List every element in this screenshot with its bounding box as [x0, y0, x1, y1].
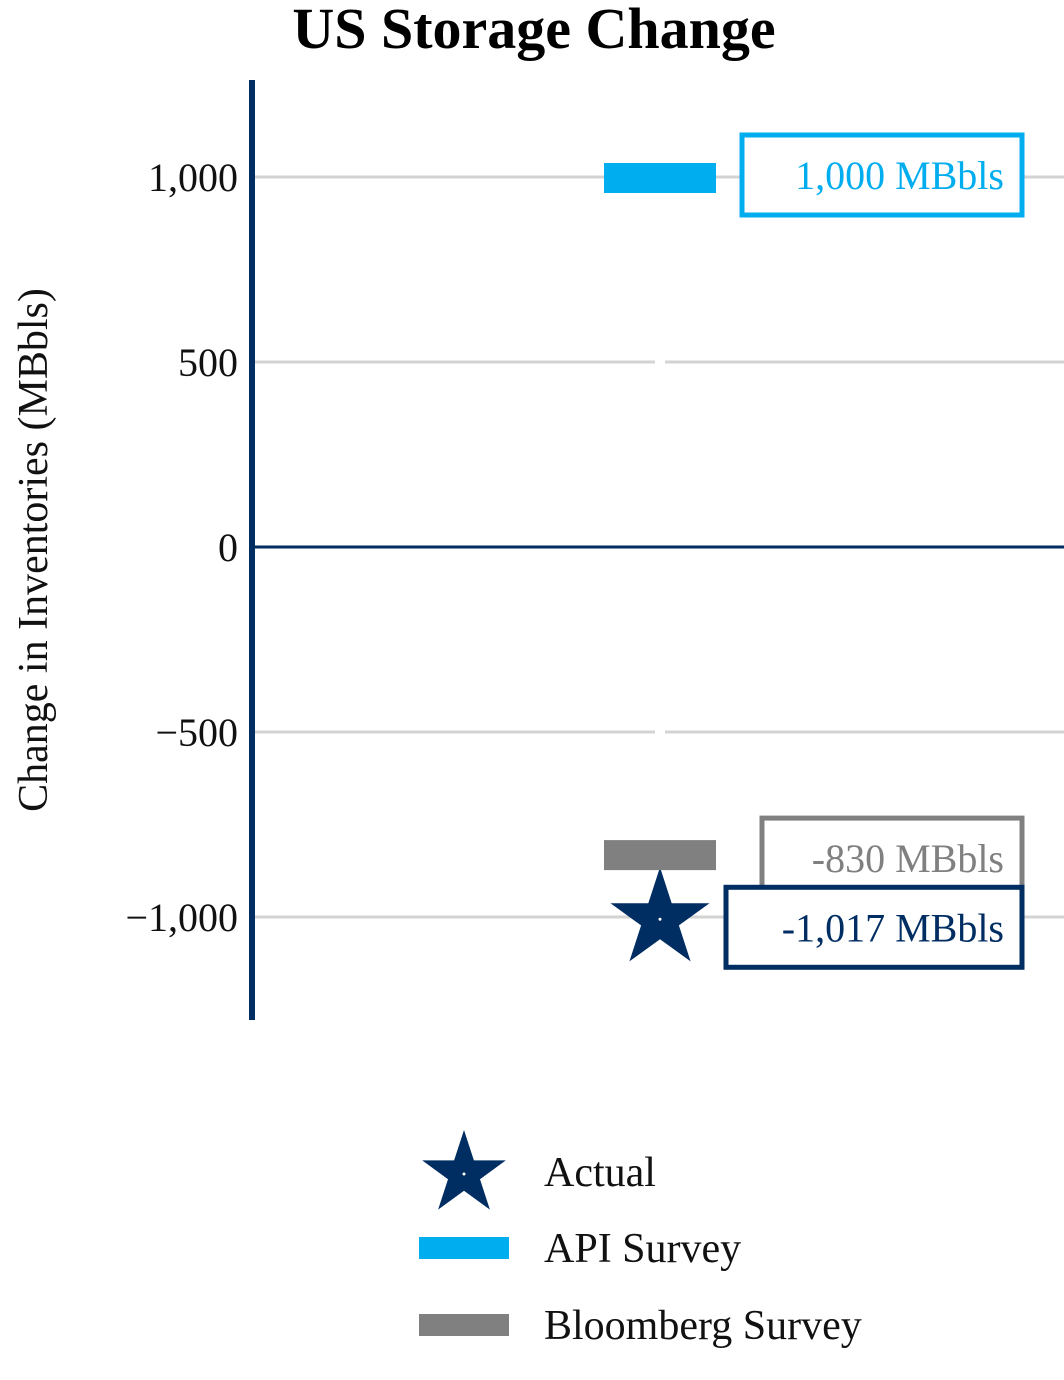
- legend-star-dot: [462, 1172, 466, 1176]
- y-tick-label: 0: [218, 525, 238, 570]
- legend-entry-label: Bloomberg Survey: [544, 1303, 862, 1349]
- legend-bar-icon: [419, 1314, 509, 1336]
- value-annotations: 1,000 MBbls -830 MBbls -1,017 MBbls: [723, 132, 1025, 970]
- y-tick-label: 500: [178, 340, 238, 385]
- legend-entry-label: API Survey: [544, 1226, 741, 1272]
- data-marks: [604, 163, 716, 962]
- annotation-label: -1,017 MBbls: [782, 905, 1004, 950]
- chart-title: US Storage Change: [292, 0, 775, 61]
- annotation-label: -830 MBbls: [812, 836, 1004, 881]
- legend-bar-icon: [419, 1237, 509, 1259]
- y-tick-label: −1,000: [125, 895, 238, 940]
- legend-entry-label: Actual: [544, 1150, 656, 1196]
- annotation-box: [759, 815, 1025, 901]
- legend: Actual API Survey Bloomberg Survey: [419, 1130, 862, 1349]
- actual-star-marker: [610, 867, 710, 962]
- y-tick-labels: 1,000 500 0 −500 −1,000: [125, 155, 238, 940]
- annotation-label: 1,000 MBbls: [795, 153, 1004, 198]
- legend-star-icon: [422, 1130, 506, 1210]
- annotation-box: [723, 884, 1025, 970]
- annotation-box: [739, 132, 1025, 218]
- survey-marker: [604, 163, 716, 193]
- star-center-dot: [658, 917, 662, 921]
- grid-lines: [249, 80, 1064, 1020]
- survey-marker: [604, 840, 716, 871]
- y-axis-label: Change in Inventories (MBbls): [11, 288, 57, 812]
- y-tick-label: 1,000: [148, 155, 238, 200]
- y-tick-label: −500: [155, 710, 238, 755]
